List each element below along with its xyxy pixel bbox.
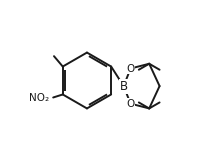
Text: O: O [126, 64, 135, 74]
Text: NO₂: NO₂ [29, 93, 49, 104]
Text: B: B [120, 80, 128, 93]
Text: O: O [126, 99, 135, 109]
